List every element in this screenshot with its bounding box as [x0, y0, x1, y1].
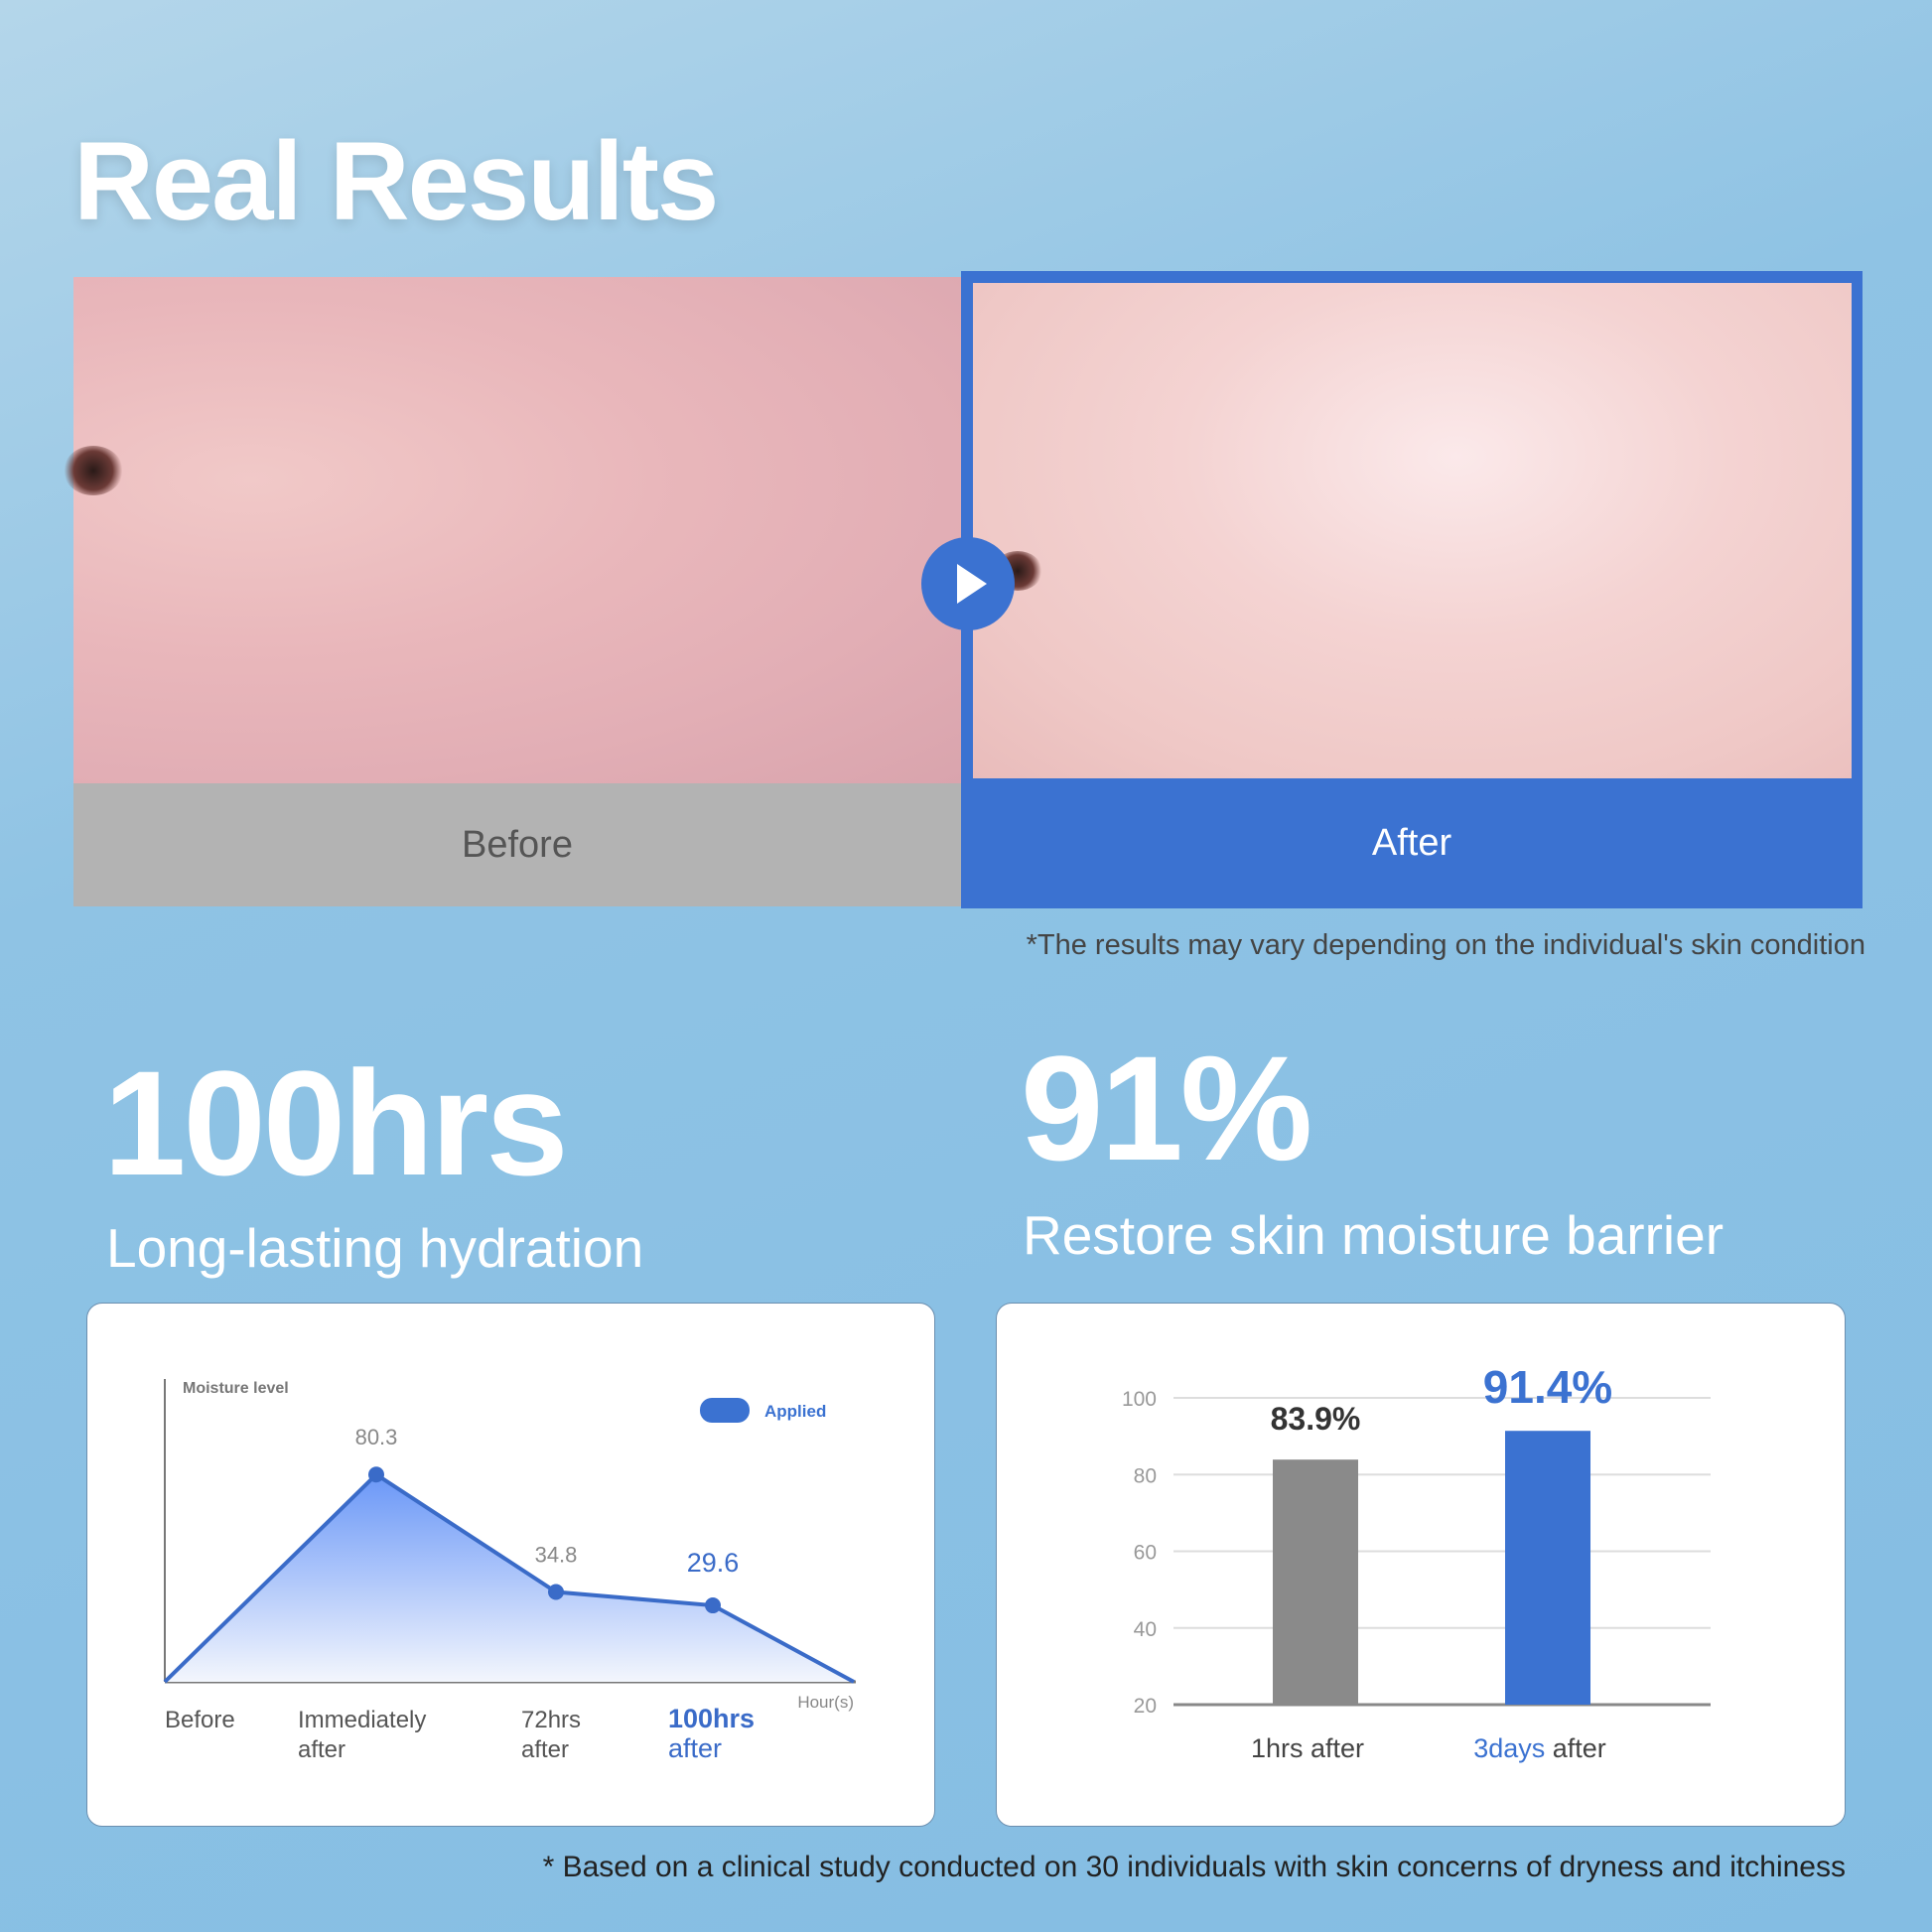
- stat-percent-caption: Restore skin moisture barrier: [1023, 1204, 1725, 1266]
- before-photo: [64, 277, 961, 783]
- bar-value-label: 83.9%: [1271, 1401, 1361, 1437]
- data-label: 34.8: [535, 1543, 578, 1568]
- y-axis-label: Moisture level: [183, 1380, 289, 1397]
- data-point: [705, 1597, 721, 1614]
- page-title: Real Results: [73, 119, 719, 243]
- x-tick-label: 1hrs after: [1251, 1733, 1364, 1763]
- results-disclaimer: *The results may vary depending on the i…: [1026, 929, 1865, 961]
- bar-chart-card: [996, 1303, 1846, 1827]
- x-tick-label: Before: [165, 1707, 235, 1733]
- stat-hours-value: 100hrs: [103, 1039, 569, 1206]
- legend-label: Applied: [764, 1402, 826, 1421]
- study-footnote: * Based on a clinical study conducted on…: [542, 1851, 1846, 1883]
- y-tick-label: 80: [1134, 1464, 1157, 1487]
- data-label: 80.3: [355, 1425, 398, 1449]
- stat-percent-value: 91%: [1021, 1025, 1312, 1191]
- play-icon: [957, 564, 987, 604]
- y-tick-label: 20: [1134, 1695, 1157, 1718]
- y-tick-label: 100: [1122, 1388, 1157, 1411]
- after-label: After: [1371, 822, 1452, 864]
- x-tick-label: 3days after: [1473, 1733, 1606, 1763]
- bar: [1505, 1431, 1590, 1705]
- y-tick-label: 40: [1134, 1618, 1157, 1641]
- x-tick-label: 72hrs after: [521, 1707, 581, 1763]
- play-button[interactable]: [921, 537, 1015, 630]
- data-point: [548, 1584, 564, 1600]
- data-point: [368, 1466, 384, 1483]
- bar: [1273, 1459, 1358, 1705]
- stat-hours-caption: Long-lasting hydration: [106, 1217, 644, 1279]
- bar-value-label: 91.4%: [1483, 1361, 1612, 1413]
- x-axis-label: Hour(s): [797, 1693, 854, 1712]
- before-label: Before: [73, 783, 961, 906]
- after-photo: [973, 283, 1852, 778]
- nostril-shape: [64, 446, 123, 495]
- area-fill: [165, 1474, 854, 1682]
- y-tick-label: 60: [1134, 1542, 1157, 1565]
- legend-swatch: [700, 1398, 750, 1423]
- data-label: 29.6: [687, 1548, 740, 1578]
- x-tick-label: 100hrs after: [668, 1704, 755, 1763]
- x-tick-label: Immediately after: [298, 1707, 426, 1763]
